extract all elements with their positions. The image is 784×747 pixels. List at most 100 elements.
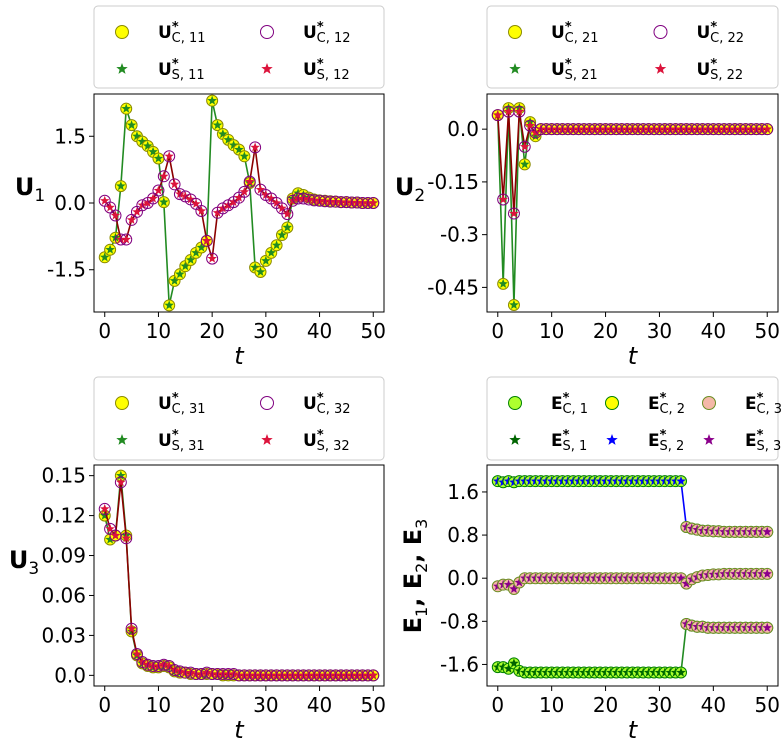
data-point-star: [261, 255, 271, 265]
plot-area: [98, 94, 380, 312]
data-point-circle: [497, 193, 510, 206]
x-tick-label: 10: [539, 693, 564, 717]
legend-main: U: [303, 394, 317, 414]
legend-sup: *: [317, 428, 324, 443]
legend-marker-circle: [260, 396, 274, 410]
y-tick-label: 0.0: [54, 663, 86, 687]
y-tick-label: 0.06: [41, 583, 86, 607]
data-point-star: [164, 151, 174, 161]
legend-main: E: [745, 394, 757, 414]
legend-label: E* C, 2: [648, 391, 685, 417]
legend-main: E: [551, 394, 563, 414]
y-axis-label: E1, E2, E3: [399, 519, 431, 634]
legend-sub: S, 1: [562, 439, 587, 454]
data-point-star: [519, 159, 530, 169]
data-point-star: [153, 153, 164, 163]
data-point-star: [137, 136, 148, 146]
legend-main: E: [551, 431, 563, 451]
legend-sup: *: [317, 57, 324, 72]
data-point-star: [239, 151, 250, 161]
data-point-circle: [120, 233, 133, 246]
data-point-circle: [152, 184, 165, 197]
series-U2-1: [491, 105, 774, 220]
legend-sup: *: [172, 428, 179, 443]
data-point-star: [121, 103, 131, 113]
data-point-star: [218, 129, 228, 139]
data-point-star: [250, 142, 260, 152]
legend-main: E: [648, 394, 660, 414]
y-label-main: U: [9, 546, 29, 574]
legend-sup: *: [563, 428, 570, 443]
data-point-star: [271, 240, 282, 250]
data-point-star: [175, 269, 185, 279]
x-tick-label: 0: [98, 319, 111, 343]
legend-label: U* C, 11: [158, 20, 206, 46]
data-point-circle: [195, 205, 208, 218]
legend-marker-star: [654, 63, 667, 74]
legend-marker-star: [606, 434, 618, 445]
data-point-star: [509, 583, 519, 594]
legend-marker-star: [509, 63, 521, 74]
data-point-star: [121, 533, 131, 543]
legend-main: U: [697, 23, 711, 43]
legend-sup: *: [660, 391, 667, 406]
legend-sub: C, 31: [172, 402, 206, 417]
y-tick-label: -0.45: [427, 275, 479, 299]
x-tick-label: 20: [593, 319, 618, 343]
data-point-star: [105, 523, 115, 533]
legend-label: U* S, 11: [158, 57, 205, 83]
data-point-circle: [125, 622, 138, 635]
series-E-0: [491, 475, 774, 538]
y-label-sub: 2: [412, 563, 431, 573]
data-point-star: [148, 193, 158, 203]
series-E-3: [680, 618, 774, 634]
data-point-circle: [238, 185, 251, 198]
legend-label: U* C, 22: [697, 20, 745, 46]
data-point-star: [142, 141, 153, 151]
data-point-star: [368, 198, 379, 208]
data-point-star: [762, 526, 772, 536]
y-tick-label: 0.15: [41, 464, 86, 488]
y-tick-label: -0.8: [440, 609, 479, 633]
data-point-star: [99, 503, 110, 513]
data-point-circle: [157, 170, 170, 183]
series-U3-1: [98, 476, 380, 682]
x-tick-label: 50: [754, 319, 779, 343]
legend-marker-circle: [508, 25, 522, 39]
data-point-star: [180, 261, 191, 271]
data-point-star: [180, 191, 191, 201]
y-label-sub: 2: [414, 186, 425, 206]
y-tick-label: 0.8: [447, 523, 479, 547]
legend-sup: *: [757, 428, 764, 443]
data-point-circle: [163, 150, 176, 163]
legend-U1: U* C, 11U* S, 11U* C, 12U* S, 12: [93, 5, 385, 89]
data-point-star: [132, 649, 142, 659]
legend-marker-star: [116, 63, 128, 74]
data-point-star: [509, 208, 519, 218]
data-point-star: [503, 663, 514, 673]
data-point-circle: [249, 141, 262, 154]
data-point-circle: [168, 178, 181, 191]
y-label-main: U: [15, 173, 35, 201]
data-point-star: [202, 235, 212, 245]
y-label-sub: 1: [34, 186, 45, 206]
panel-U1: 0 10 20 30 40 50 -1.5 0.0 1.5 t U1: [15, 93, 386, 370]
y-tick-label: 0.03: [41, 623, 86, 647]
x-tick-label: 30: [253, 319, 278, 343]
data-point-star: [676, 573, 686, 583]
legend-marker-circle: [702, 396, 716, 410]
data-point-star: [676, 476, 686, 486]
legend-main: U: [158, 60, 172, 80]
legend-label: U* C, 31: [158, 391, 206, 417]
legend-sup: *: [563, 391, 570, 406]
x-tick-label: 20: [199, 693, 224, 717]
legend-marker-circle: [115, 396, 129, 410]
data-point-star: [116, 181, 126, 191]
data-point-star: [126, 623, 137, 633]
y-label-sub: 1: [412, 607, 431, 617]
data-point-circle: [114, 476, 127, 489]
legend-sub: S, 21: [565, 68, 598, 83]
panel-U2: 0 10 20 30 40 50 -0.45 -0.3 -0.15 0.0 t U2: [395, 93, 780, 370]
data-point-star: [185, 194, 196, 204]
data-point-star: [368, 670, 379, 680]
